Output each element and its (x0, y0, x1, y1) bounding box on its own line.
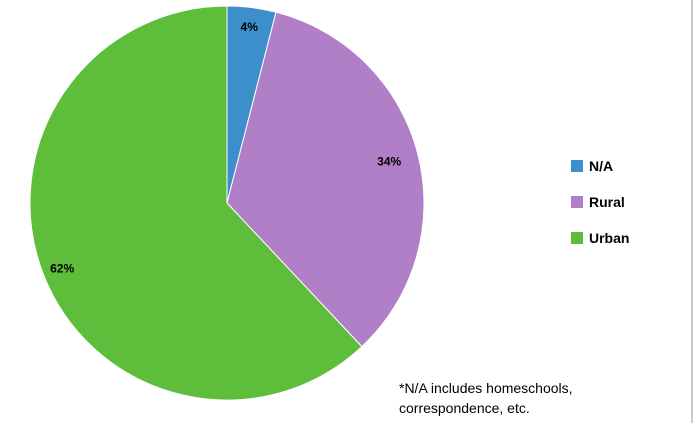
footnote: *N/A includes homeschools, correspondenc… (399, 380, 573, 416)
legend-label-rural: Rural (589, 193, 625, 210)
legend-swatch-na (571, 159, 583, 172)
legend-item-rural: Rural (571, 192, 629, 211)
legend-swatch-urban (571, 231, 583, 244)
pie-slice-rural (226, 11, 425, 348)
data-label-na: 4% (241, 20, 259, 34)
data-label-rural: 34% (377, 154, 401, 168)
legend-item-na: N/A (571, 156, 629, 175)
frame-border (691, 0, 693, 423)
legend: N/A Rural Urban (571, 156, 629, 264)
legend-item-urban: Urban (571, 228, 629, 247)
pie-slice-urban (29, 5, 363, 401)
legend-swatch-rural (571, 195, 583, 208)
data-label-urban: 62% (50, 261, 74, 275)
legend-label-na: N/A (589, 157, 614, 174)
legend-label-urban: Urban (589, 229, 630, 246)
